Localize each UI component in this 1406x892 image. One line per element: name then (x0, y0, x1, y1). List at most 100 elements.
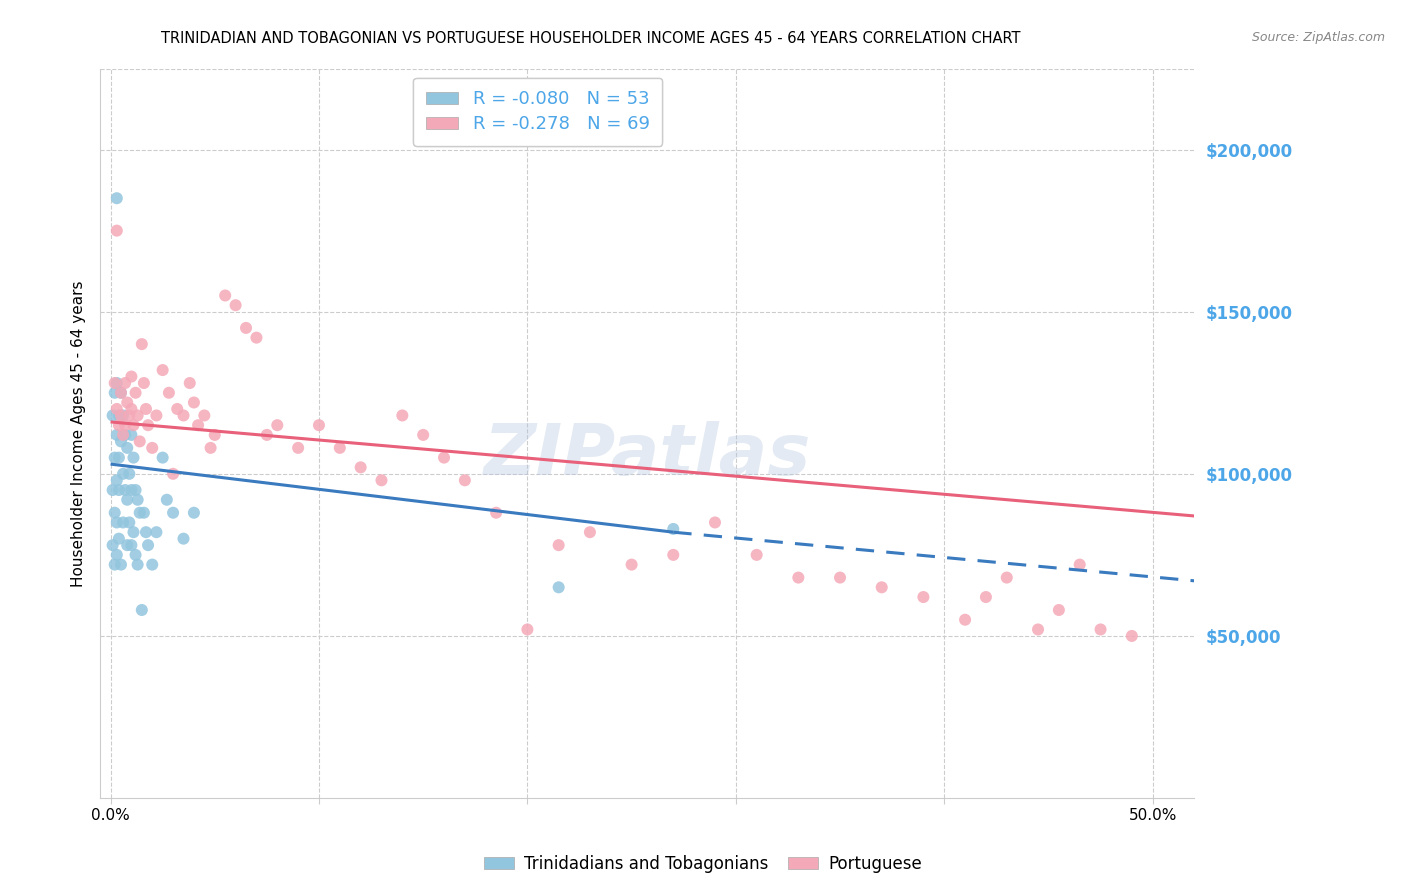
Point (105, 376, 128, 390)
Legend: Trinidadians and Tobagonians, Portuguese: Trinidadians and Tobagonians, Portuguese (477, 848, 929, 880)
Point (974, 590, 997, 604)
Point (114, 483, 136, 497)
Point (110, 558, 132, 572)
Point (105, 191, 128, 205)
Point (101, 538, 124, 552)
Point (173, 409, 195, 423)
Point (128, 434, 150, 449)
Point (350, 460, 373, 475)
Point (547, 538, 569, 552)
Point (127, 558, 149, 572)
Point (114, 376, 136, 390)
Point (225, 298, 247, 312)
Point (118, 516, 141, 530)
Point (127, 492, 149, 507)
Point (162, 506, 184, 520)
Point (108, 409, 131, 423)
Point (131, 603, 153, 617)
Point (828, 571, 851, 585)
Point (187, 418, 209, 433)
Point (136, 538, 159, 552)
Point (108, 450, 131, 465)
Point (104, 385, 127, 400)
Point (200, 441, 222, 455)
Point (112, 467, 135, 481)
Point (152, 363, 174, 377)
Point (141, 558, 163, 572)
Text: Source: ZipAtlas.com: Source: ZipAtlas.com (1251, 31, 1385, 45)
Legend: R = -0.080   N = 53, R = -0.278   N = 69: R = -0.080 N = 53, R = -0.278 N = 69 (413, 78, 662, 146)
Point (1026, 623, 1049, 637)
Point (157, 385, 180, 400)
Point (329, 441, 352, 455)
Point (485, 506, 508, 520)
Point (370, 473, 392, 487)
Point (135, 401, 157, 416)
Point (235, 321, 257, 335)
Point (124, 385, 146, 400)
Point (131, 337, 153, 351)
Point (120, 428, 142, 442)
Point (122, 450, 145, 465)
Point (105, 548, 128, 562)
Point (104, 376, 127, 390)
Point (870, 580, 893, 594)
Point (124, 483, 146, 497)
Point (145, 409, 167, 423)
Point (156, 492, 179, 507)
Point (108, 418, 131, 433)
Point (120, 401, 142, 416)
Point (112, 428, 135, 442)
Point (104, 558, 127, 572)
Text: ZIPatlas: ZIPatlas (484, 421, 811, 490)
Point (516, 623, 538, 637)
Point (120, 538, 142, 552)
Point (128, 506, 150, 520)
Point (104, 450, 127, 465)
Point (120, 483, 142, 497)
Point (266, 418, 288, 433)
Point (110, 385, 132, 400)
Point (391, 409, 413, 423)
Point (547, 580, 569, 594)
Point (101, 483, 124, 497)
Point (135, 525, 157, 540)
Point (193, 409, 215, 423)
Point (132, 506, 155, 520)
Point (152, 450, 174, 465)
Point (1047, 603, 1070, 617)
Point (127, 409, 149, 423)
Point (620, 558, 643, 572)
Point (662, 522, 685, 536)
Point (745, 548, 768, 562)
Point (115, 492, 138, 507)
Point (110, 434, 132, 449)
Point (104, 506, 127, 520)
Point (1090, 623, 1112, 637)
Point (256, 428, 278, 442)
Point (105, 428, 128, 442)
Point (115, 441, 138, 455)
Point (115, 538, 138, 552)
Y-axis label: Householder Income Ages 45 - 64 years: Householder Income Ages 45 - 64 years (72, 280, 86, 587)
Point (124, 548, 146, 562)
Point (112, 409, 135, 423)
Point (118, 409, 141, 423)
Point (105, 224, 128, 238)
Point (110, 385, 132, 400)
Point (179, 376, 201, 390)
Point (122, 418, 145, 433)
Point (912, 590, 935, 604)
Point (183, 506, 205, 520)
Point (162, 467, 184, 481)
Point (662, 548, 685, 562)
Point (308, 418, 330, 433)
Point (110, 409, 132, 423)
Point (245, 331, 267, 345)
Point (214, 288, 236, 302)
Point (105, 473, 128, 487)
Point (995, 571, 1018, 585)
Point (704, 516, 727, 530)
Point (433, 450, 456, 465)
Point (1121, 629, 1143, 643)
